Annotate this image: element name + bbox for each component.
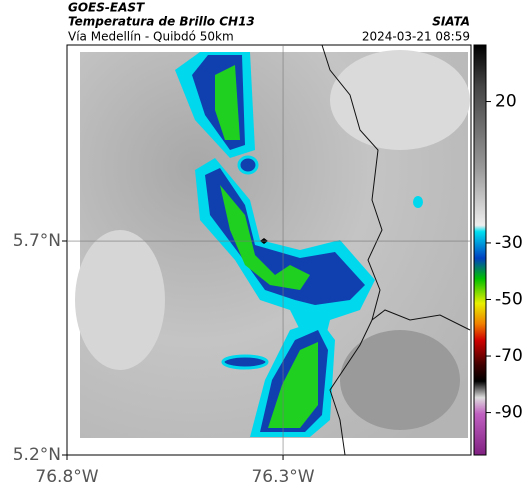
- map-frame: [66, 44, 472, 456]
- colorbar-tick-label: -90: [495, 403, 523, 423]
- map-image: [75, 44, 471, 456]
- cloud-dark: [340, 330, 460, 430]
- y-tick-label: 5.2°N: [13, 445, 61, 465]
- subtitle: Vía Medellín - Quibdó 50km: [68, 30, 234, 44]
- colorbar-tick-label: 20: [495, 92, 517, 112]
- colorbar-tick-label: -50: [495, 289, 523, 309]
- y-tick-label: 5.7°N: [13, 231, 61, 251]
- x-tick-label: 76.8°W: [35, 467, 98, 487]
- x-tick-label: 76.3°W: [251, 467, 314, 487]
- cloud-light: [330, 50, 470, 150]
- colorbar-tick-label: -30: [495, 233, 523, 253]
- source: GOES-EAST: [68, 1, 145, 15]
- cloud-light: [75, 230, 165, 370]
- colorbar: [473, 44, 487, 456]
- title: Temperatura de Brillo CH13: [68, 15, 255, 29]
- datetime: 2024-03-21 08:59: [362, 30, 470, 44]
- colorbar-tick-label: -70: [495, 346, 523, 366]
- boundary: [321, 44, 471, 456]
- agency: SIATA: [432, 15, 470, 29]
- convective-clouds: [175, 52, 423, 437]
